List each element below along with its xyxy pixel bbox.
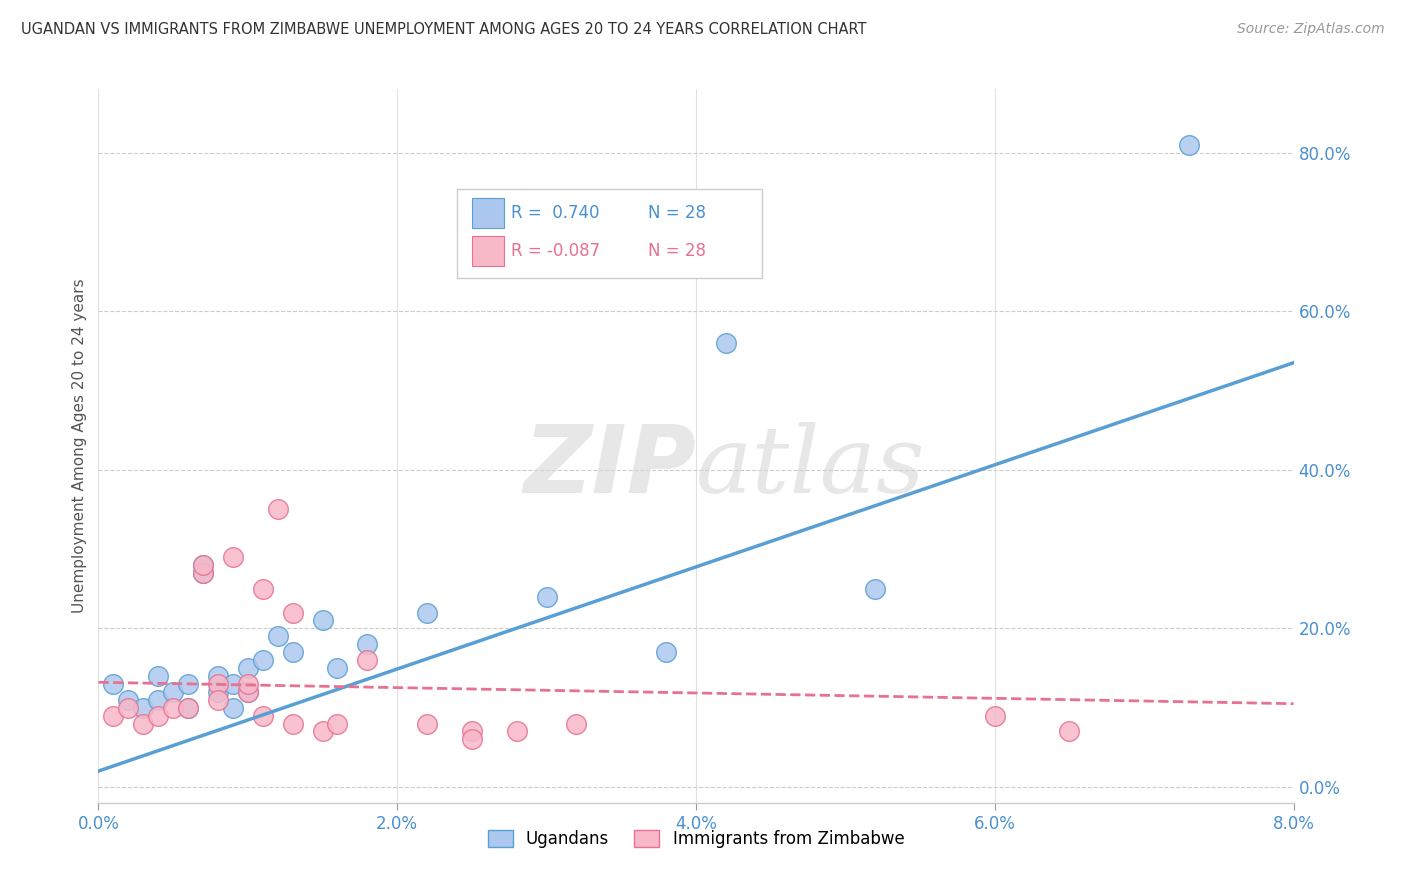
- Point: [267, 502, 290, 516]
- Point: [1059, 724, 1081, 739]
- Point: [326, 716, 349, 731]
- Point: [281, 716, 304, 731]
- Point: [714, 335, 737, 350]
- Point: [222, 549, 245, 564]
- Point: [236, 661, 259, 675]
- FancyBboxPatch shape: [472, 236, 503, 266]
- Point: [311, 724, 333, 739]
- Point: [103, 677, 125, 691]
- Point: [1178, 137, 1201, 152]
- Point: [655, 645, 678, 659]
- Point: [326, 661, 349, 675]
- Point: [132, 700, 155, 714]
- Point: [148, 692, 170, 706]
- Point: [207, 677, 229, 691]
- Point: [356, 637, 378, 651]
- Point: [177, 677, 200, 691]
- Point: [191, 558, 214, 572]
- Legend: Ugandans, Immigrants from Zimbabwe: Ugandans, Immigrants from Zimbabwe: [481, 823, 911, 855]
- Point: [536, 590, 558, 604]
- Text: R = -0.087: R = -0.087: [510, 243, 600, 260]
- Point: [416, 606, 439, 620]
- Point: [191, 558, 214, 572]
- Text: N = 28: N = 28: [648, 203, 706, 221]
- Point: [461, 724, 484, 739]
- Point: [103, 708, 125, 723]
- Point: [252, 582, 274, 596]
- Point: [281, 606, 304, 620]
- Point: [984, 708, 1007, 723]
- FancyBboxPatch shape: [457, 189, 762, 278]
- Y-axis label: Unemployment Among Ages 20 to 24 years: Unemployment Among Ages 20 to 24 years: [72, 278, 87, 614]
- Point: [565, 716, 588, 731]
- Point: [117, 700, 139, 714]
- Text: N = 28: N = 28: [648, 243, 706, 260]
- Point: [236, 677, 259, 691]
- Point: [236, 685, 259, 699]
- FancyBboxPatch shape: [472, 198, 503, 227]
- Point: [148, 708, 170, 723]
- Point: [222, 677, 245, 691]
- Point: [865, 582, 887, 596]
- Point: [162, 685, 184, 699]
- Point: [207, 685, 229, 699]
- Point: [267, 629, 290, 643]
- Point: [461, 732, 484, 747]
- Text: R =  0.740: R = 0.740: [510, 203, 599, 221]
- Point: [222, 700, 245, 714]
- Point: [177, 700, 200, 714]
- Point: [252, 653, 274, 667]
- Point: [132, 716, 155, 731]
- Point: [311, 614, 333, 628]
- Point: [506, 724, 529, 739]
- Point: [236, 685, 259, 699]
- Text: UGANDAN VS IMMIGRANTS FROM ZIMBABWE UNEMPLOYMENT AMONG AGES 20 TO 24 YEARS CORRE: UGANDAN VS IMMIGRANTS FROM ZIMBABWE UNEM…: [21, 22, 866, 37]
- Point: [281, 645, 304, 659]
- Point: [207, 692, 229, 706]
- Point: [148, 669, 170, 683]
- Point: [356, 653, 378, 667]
- Text: ZIP: ZIP: [523, 421, 696, 514]
- Point: [162, 700, 184, 714]
- Point: [191, 566, 214, 580]
- Point: [177, 700, 200, 714]
- Text: atlas: atlas: [696, 423, 925, 512]
- Point: [252, 708, 274, 723]
- Point: [207, 669, 229, 683]
- Point: [416, 716, 439, 731]
- Point: [117, 692, 139, 706]
- Point: [191, 566, 214, 580]
- Text: Source: ZipAtlas.com: Source: ZipAtlas.com: [1237, 22, 1385, 37]
